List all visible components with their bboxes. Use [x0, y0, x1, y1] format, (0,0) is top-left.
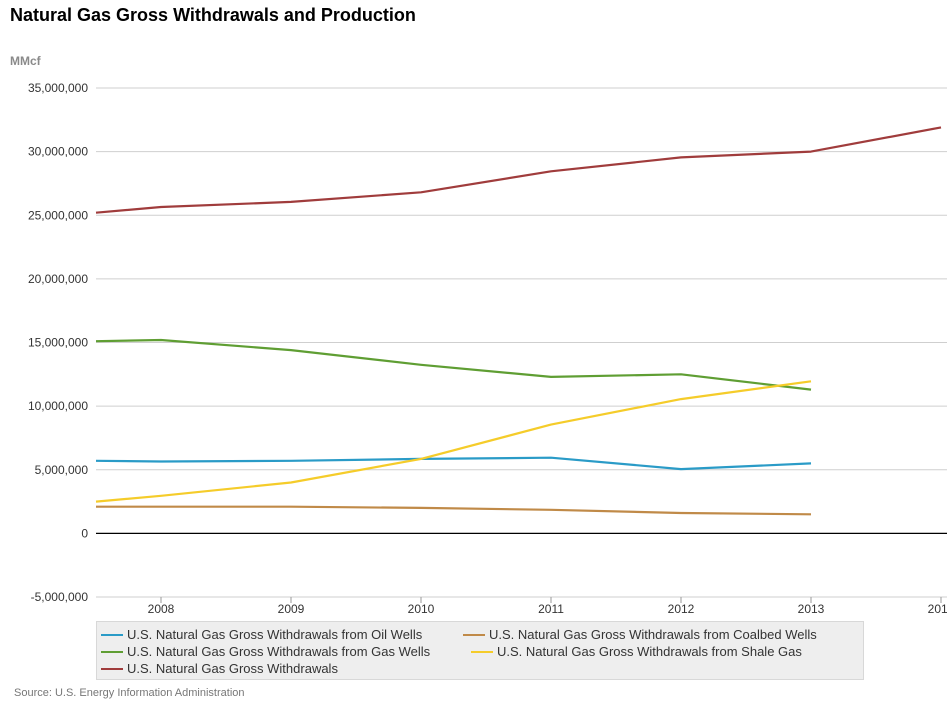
legend-swatch-gross-withdrawals [101, 667, 123, 670]
legend-label-oil-wells: U.S. Natural Gas Gross Withdrawals from … [127, 627, 423, 642]
x-tick-label: 2012 [668, 602, 695, 616]
legend-item-oil-wells[interactable]: U.S. Natural Gas Gross Withdrawals from … [101, 627, 422, 642]
legend-item-gross-withdrawals[interactable]: U.S. Natural Gas Gross Withdrawals [101, 661, 338, 676]
x-tick-label: 2010 [408, 602, 435, 616]
y-tick-label: 25,000,000 [28, 208, 88, 222]
chart-title: Natural Gas Gross Withdrawals and Produc… [10, 5, 416, 25]
y-tick-label: 0 [81, 526, 88, 540]
y-tick-label: 30,000,000 [28, 145, 88, 159]
series-line-0 [95, 456, 812, 471]
legend-swatch-coalbed-wells [463, 633, 485, 636]
x-tick-label: 2014 [928, 602, 947, 616]
chart-legend: U.S. Natural Gas Gross Withdrawals from … [96, 621, 864, 680]
legend-swatch-oil-wells [101, 633, 123, 636]
x-tick-label: 2009 [278, 602, 305, 616]
series-line-1 [96, 505, 812, 516]
series-line-2 [95, 338, 812, 391]
legend-swatch-shale-gas [471, 650, 493, 653]
legend-label-shale-gas: U.S. Natural Gas Gross Withdrawals from … [497, 644, 802, 659]
legend-swatch-gas-wells [101, 650, 123, 653]
y-tick-label: 10,000,000 [28, 399, 88, 413]
x-tick-label: 2008 [148, 602, 175, 616]
legend-item-gas-wells[interactable]: U.S. Natural Gas Gross Withdrawals from … [101, 644, 430, 659]
y-tick-label: 35,000,000 [28, 81, 88, 95]
x-tick-label: 2013 [798, 602, 825, 616]
source-note: Source: U.S. Energy Information Administ… [14, 687, 245, 699]
y-tick-label: -5,000,000 [31, 590, 89, 604]
legend-item-shale-gas[interactable]: U.S. Natural Gas Gross Withdrawals from … [471, 644, 802, 659]
legend-label-gas-wells: U.S. Natural Gas Gross Withdrawals from … [127, 644, 431, 659]
series-line-4 [95, 126, 942, 214]
legend-label-gross-withdrawals: U.S. Natural Gas Gross Withdrawals [127, 661, 338, 676]
line-chart: -5,000,000 0 5,000,000 10,000,000 15,000,000… [28, 81, 947, 616]
legend-label-coalbed-wells: U.S. Natural Gas Gross Withdrawals from … [489, 627, 817, 642]
y-tick-label: 20,000,000 [28, 272, 88, 286]
series-line-3 [95, 380, 812, 503]
x-tick-label: 2011 [538, 602, 564, 616]
y-tick-label: 15,000,000 [28, 336, 88, 350]
y-tick-label: 5,000,000 [35, 463, 89, 477]
legend-item-coalbed-wells[interactable]: U.S. Natural Gas Gross Withdrawals from … [463, 627, 817, 642]
y-axis-unit-label: MMcf [10, 54, 41, 68]
